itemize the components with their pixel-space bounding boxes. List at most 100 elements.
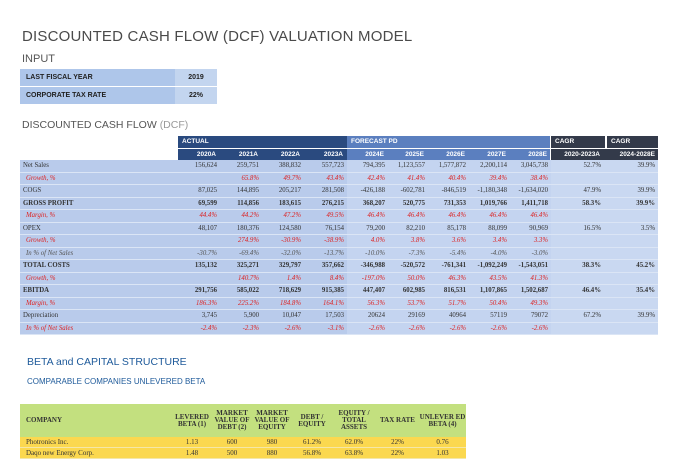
dcf-cell[interactable]: 183,615 [262,197,304,210]
dcf-cell[interactable]: 82,210 [388,222,428,235]
beta-cell[interactable]: 63.8% [332,447,376,459]
dcf-cell[interactable] [551,322,604,335]
dcf-cell[interactable]: -2.6% [347,322,388,335]
dcf-cell[interactable]: 17,503 [304,309,347,323]
dcf-cell[interactable]: -602,781 [388,184,428,198]
dcf-cell[interactable]: 41.4% [388,172,428,185]
dcf-cell[interactable]: 47.2% [262,209,304,223]
dcf-cell[interactable]: 186.3% [178,297,220,310]
dcf-cell[interactable]: 144,895 [220,184,262,198]
beta-cell[interactable]: 980 [252,437,292,448]
dcf-cell[interactable]: 38.3% [551,259,604,273]
dcf-cell[interactable] [551,234,604,248]
dcf-cell[interactable]: -32.0% [262,247,304,260]
dcf-cell[interactable]: -1,180,348 [469,184,510,198]
beta-cell[interactable]: 0.76 [419,437,466,448]
dcf-cell[interactable]: 46.4% [510,209,551,223]
beta-cell[interactable]: 61.2% [292,437,332,448]
dcf-cell[interactable]: 816,531 [428,284,469,298]
dcf-cell[interactable]: 3.6% [428,234,469,248]
dcf-cell[interactable]: 79,200 [347,222,388,235]
dcf-cell[interactable]: 46.4% [347,209,388,223]
dcf-cell[interactable]: 69,599 [178,197,220,210]
dcf-cell[interactable]: 718,629 [262,284,304,298]
dcf-cell[interactable]: 43.5% [469,272,510,285]
beta-cell[interactable]: 1.13 [172,437,212,448]
dcf-cell[interactable] [604,172,658,185]
dcf-cell[interactable]: 47.9% [551,184,604,198]
dcf-cell[interactable] [178,272,220,285]
dcf-cell[interactable] [178,172,220,185]
dcf-cell[interactable] [604,297,658,310]
dcf-cell[interactable]: 39.9% [604,197,658,210]
beta-cell[interactable]: 600 [212,437,252,448]
dcf-cell[interactable]: 65.8% [220,172,262,185]
dcf-cell[interactable]: 40.4% [428,172,469,185]
dcf-cell[interactable]: -846,519 [428,184,469,198]
dcf-cell[interactable]: -761,341 [428,259,469,273]
dcf-cell[interactable]: -2.6% [469,322,510,335]
dcf-cell[interactable]: 602,985 [388,284,428,298]
dcf-cell[interactable]: 2,200,114 [469,160,510,173]
beta-cell[interactable]: 22% [376,447,419,459]
dcf-cell[interactable]: 43.4% [304,172,347,185]
dcf-cell[interactable]: 50.4% [469,297,510,310]
dcf-cell[interactable]: 38.4% [510,172,551,185]
beta-cell[interactable]: 500 [212,447,252,459]
dcf-cell[interactable]: -426,188 [347,184,388,198]
dcf-cell[interactable]: -2.6% [262,322,304,335]
dcf-cell[interactable]: 46.4% [428,209,469,223]
beta-cell[interactable]: 62.0% [332,437,376,448]
dcf-cell[interactable]: 585,022 [220,284,262,298]
dcf-cell[interactable]: 1,411,718 [510,197,551,210]
dcf-cell[interactable]: 87,025 [178,184,220,198]
dcf-cell[interactable]: 48,107 [178,222,220,235]
dcf-cell[interactable]: -13.7% [304,247,347,260]
dcf-cell[interactable]: 46.4% [551,284,604,298]
dcf-cell[interactable]: -30.9% [262,234,304,248]
dcf-cell[interactable]: 44.2% [220,209,262,223]
dcf-cell[interactable] [604,272,658,285]
dcf-cell[interactable]: 794,395 [347,160,388,173]
dcf-cell[interactable]: 44.4% [178,209,220,223]
dcf-cell[interactable]: 915,385 [304,284,347,298]
dcf-cell[interactable]: 35.4% [604,284,658,298]
input-value[interactable]: 2019 [175,69,217,87]
dcf-cell[interactable] [604,247,658,260]
beta-cell[interactable]: 1.03 [419,447,466,459]
dcf-cell[interactable]: 49.7% [262,172,304,185]
dcf-cell[interactable]: 274.9% [220,234,262,248]
dcf-cell[interactable]: 205,217 [262,184,304,198]
dcf-cell[interactable]: 1,502,687 [510,284,551,298]
beta-cell[interactable]: 880 [252,447,292,459]
dcf-cell[interactable]: -520,572 [388,259,428,273]
dcf-cell[interactable]: 557,723 [304,160,347,173]
dcf-cell[interactable]: 52.7% [551,160,604,173]
dcf-cell[interactable]: 135,132 [178,259,220,273]
dcf-cell[interactable]: 1,577,872 [428,160,469,173]
dcf-cell[interactable] [604,322,658,335]
dcf-cell[interactable]: 447,407 [347,284,388,298]
dcf-cell[interactable]: 20624 [347,309,388,323]
dcf-cell[interactable]: 49.5% [304,209,347,223]
dcf-cell[interactable]: 225.2% [220,297,262,310]
dcf-cell[interactable]: 3,045,738 [510,160,551,173]
dcf-cell[interactable]: 49.3% [510,297,551,310]
dcf-cell[interactable]: -2.4% [178,322,220,335]
dcf-cell[interactable]: -346,988 [347,259,388,273]
dcf-cell[interactable]: 39.9% [604,184,658,198]
dcf-cell[interactable]: -10.0% [347,247,388,260]
dcf-cell[interactable]: 10,047 [262,309,304,323]
dcf-cell[interactable] [551,172,604,185]
dcf-cell[interactable]: 1,107,865 [469,284,510,298]
dcf-cell[interactable]: 50.0% [388,272,428,285]
dcf-cell[interactable]: 39.9% [604,309,658,323]
dcf-cell[interactable]: 325,271 [220,259,262,273]
dcf-cell[interactable]: -1,092,249 [469,259,510,273]
dcf-cell[interactable]: 46.3% [428,272,469,285]
dcf-cell[interactable]: 180,376 [220,222,262,235]
dcf-cell[interactable]: 156,624 [178,160,220,173]
dcf-cell[interactable]: 276,215 [304,197,347,210]
dcf-cell[interactable]: 46.4% [388,209,428,223]
dcf-cell[interactable] [178,234,220,248]
